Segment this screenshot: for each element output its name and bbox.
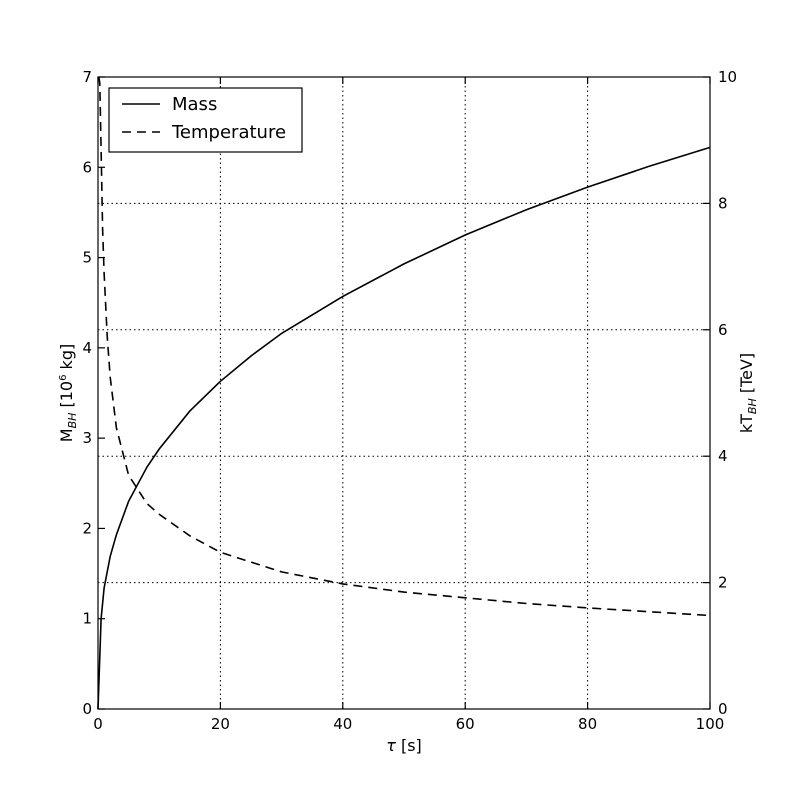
y-left-subscript: BH: [66, 413, 79, 429]
x-axis-unit: [s]: [396, 736, 422, 755]
x-tick-label: 20: [211, 715, 230, 733]
plot-frame: [97, 76, 711, 710]
y-right-tick-label: 8: [718, 194, 728, 212]
y-left-exponent: 6: [58, 375, 69, 381]
y-left-tick-label: 7: [82, 68, 92, 86]
y-left-tick-label: 5: [82, 249, 92, 267]
y-left-tick-label: 6: [82, 158, 92, 176]
y-left-axis-title: MBH [106 kg]: [57, 344, 79, 442]
y-left-tick-label: 1: [82, 610, 92, 628]
y-right-tick-label: 10: [718, 68, 737, 86]
y-left-tick-label: 0: [82, 700, 92, 718]
legend: Mass Temperature: [108, 87, 303, 153]
y-right-axis-title: kTBH [TeV]: [737, 353, 759, 433]
legend-temperature-label: Temperature: [171, 122, 286, 143]
y-right-tick-label: 0: [718, 700, 728, 718]
y-left-tick-label: 4: [82, 339, 92, 357]
y-right-symbol: kT: [737, 414, 756, 433]
x-tick-label: 40: [333, 715, 352, 733]
y-right-tick-label: 2: [718, 574, 728, 592]
x-axis-title: τ [s]: [386, 736, 422, 755]
series-mass-line: [97, 146, 711, 710]
y-left-symbol: M: [57, 428, 76, 442]
x-tick-label: 60: [456, 715, 475, 733]
series-temperature-line: [98, 76, 711, 617]
y-right-unit: [TeV]: [737, 353, 756, 398]
y-left-unit-start: [10: [57, 381, 76, 413]
grid-lines: [98, 77, 710, 709]
x-axis-symbol: τ: [386, 736, 396, 755]
x-tick-label: 100: [696, 715, 725, 733]
y-right-subscript: BH: [746, 398, 759, 414]
x-tick-label: 0: [93, 715, 103, 733]
y-right-tick-label: 6: [718, 321, 728, 339]
y-right-tick-label: 4: [718, 447, 728, 465]
x-tick-label: 80: [578, 715, 597, 733]
y-left-tick-label: 3: [82, 429, 92, 447]
series-layer: [97, 76, 711, 710]
y-left-tick-label: 2: [82, 519, 92, 537]
legend-box: [108, 87, 303, 153]
legend-mass-label: Mass: [172, 94, 217, 115]
y-left-unit-end: kg]: [57, 344, 76, 375]
